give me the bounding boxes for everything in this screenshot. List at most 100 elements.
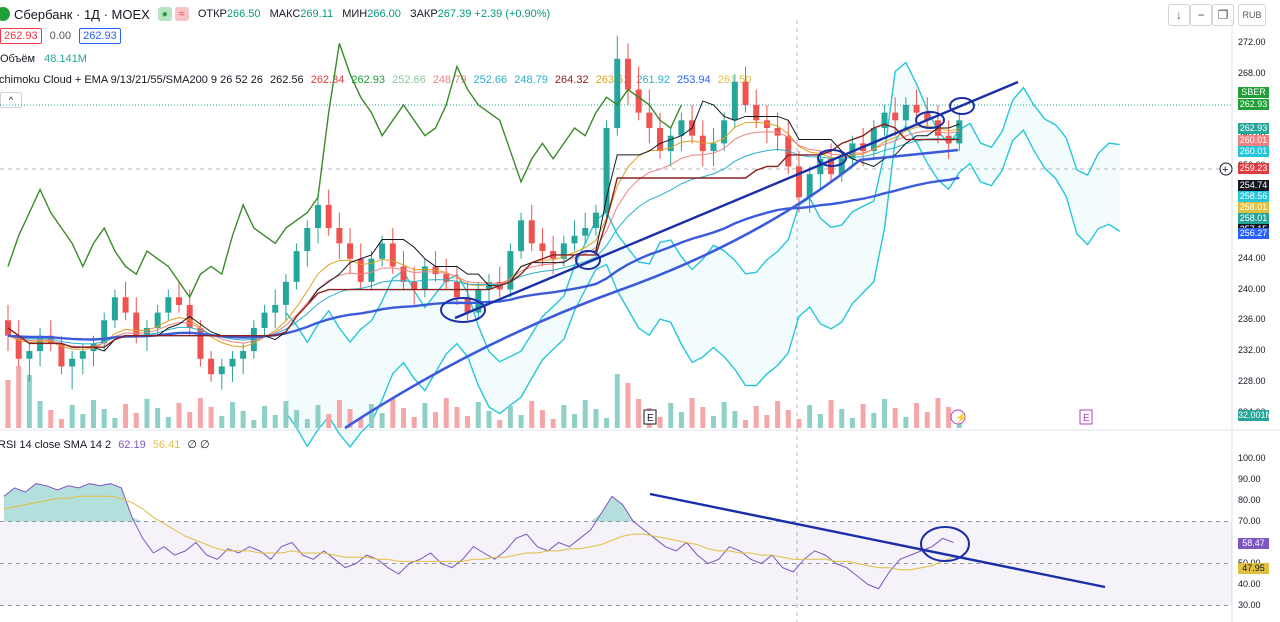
rsi-trendline bbox=[649, 492, 1106, 589]
volume-bar bbox=[828, 400, 834, 428]
volume-bar bbox=[123, 404, 129, 428]
volume-bar bbox=[91, 400, 97, 428]
volume-bar bbox=[529, 401, 535, 428]
candle-body bbox=[710, 143, 717, 152]
rsi-tick: 30.00 bbox=[1238, 599, 1261, 610]
volume-bar bbox=[871, 413, 877, 428]
restore-button[interactable]: ❐ bbox=[1212, 4, 1234, 26]
price-tag: 260.01 bbox=[1238, 135, 1269, 146]
volume-bar bbox=[849, 418, 855, 428]
rsi-tag: 47.95 bbox=[1238, 563, 1269, 574]
volume-bar bbox=[657, 417, 663, 428]
price-tag: 260.01 bbox=[1238, 146, 1269, 157]
rsi-legend[interactable]: RSI 14 close SMA 14 2 62.19 56.41 ∅ ∅ bbox=[0, 439, 210, 451]
price-tick: 236.00 bbox=[1238, 314, 1266, 325]
symbol-title[interactable]: Сбербанк · 1Д · MOEX bbox=[14, 6, 150, 22]
highlight-ellipse bbox=[949, 97, 975, 115]
volume-bar bbox=[785, 410, 791, 428]
collapse-legend-button[interactable]: ^ bbox=[0, 92, 22, 108]
volume-bar bbox=[700, 407, 706, 428]
split-marker-glyph: ⚡ bbox=[955, 411, 967, 424]
candle-body bbox=[881, 112, 888, 128]
candle-body bbox=[79, 351, 86, 359]
volume-bar bbox=[336, 400, 342, 428]
delay-icon: ≈ bbox=[174, 7, 189, 21]
indicator-legend[interactable]: Ichimoku Cloud + EMA 9/13/21/55/SMA200 9… bbox=[0, 74, 752, 86]
volume-bar bbox=[561, 405, 567, 428]
candle-body bbox=[913, 104, 920, 113]
price-tag: 259.23 bbox=[1238, 163, 1269, 174]
candle-body bbox=[368, 258, 375, 282]
candle-body bbox=[614, 58, 621, 129]
user-drawings: E E ⚡ + bbox=[344, 80, 1233, 589]
volume-bar bbox=[187, 412, 193, 428]
candle-body bbox=[635, 89, 642, 113]
minimize-button[interactable]: − bbox=[1190, 4, 1212, 26]
volume-bar bbox=[400, 408, 406, 428]
volume-bar bbox=[326, 414, 332, 428]
buy-button[interactable]: 262.93 bbox=[79, 28, 121, 44]
candle-body bbox=[325, 204, 332, 228]
volume-bar bbox=[914, 403, 920, 428]
ichimoku-cloud bbox=[285, 61, 1121, 449]
volume-bar bbox=[80, 414, 86, 428]
volume-bar bbox=[379, 413, 385, 428]
volume-bar bbox=[946, 407, 952, 428]
volume-bar bbox=[604, 418, 610, 428]
price-tag: 256.27 bbox=[1238, 228, 1269, 239]
currency-button[interactable]: RUB bbox=[1238, 4, 1266, 26]
candle-body bbox=[58, 343, 65, 367]
candle-body bbox=[571, 235, 578, 244]
indicator-value: 248.79 bbox=[511, 74, 548, 86]
volume-bar bbox=[614, 374, 620, 428]
volume-bar bbox=[796, 419, 802, 428]
rsi-tick: 100.00 bbox=[1238, 452, 1266, 463]
volume-bar bbox=[710, 416, 716, 428]
price-tag: SBER bbox=[1238, 87, 1269, 98]
volume-bar bbox=[304, 419, 310, 428]
volume-bar bbox=[817, 414, 823, 428]
earnings-marker-label: E bbox=[647, 413, 654, 424]
indicator-value: 252.66 bbox=[470, 74, 508, 86]
price-tick: 244.00 bbox=[1238, 252, 1266, 263]
volume-legend[interactable]: Объём 48.141M bbox=[0, 53, 87, 65]
volume-bar bbox=[390, 399, 396, 428]
volume-bar bbox=[732, 411, 738, 428]
candle-body bbox=[507, 251, 514, 290]
volume-bar bbox=[454, 407, 460, 428]
sell-button[interactable]: 262.93 bbox=[0, 28, 42, 44]
volume-bar bbox=[924, 412, 930, 428]
add-alert-icon bbox=[1219, 162, 1233, 176]
volume-bar bbox=[572, 414, 578, 428]
volume-bar bbox=[176, 403, 182, 428]
candle-body bbox=[282, 281, 289, 305]
candle-body bbox=[870, 128, 877, 152]
volume-bar bbox=[881, 399, 887, 428]
volume-bar bbox=[208, 407, 214, 428]
candle-body bbox=[261, 312, 268, 328]
volume-bar bbox=[133, 413, 139, 428]
split-marker-icon bbox=[950, 409, 966, 425]
indicator-value: 261.92 bbox=[633, 74, 670, 86]
candle-body bbox=[218, 366, 225, 375]
candle-body bbox=[721, 120, 728, 144]
volume-bar bbox=[5, 380, 11, 428]
volume-bar bbox=[753, 406, 759, 428]
chikou-line bbox=[7, 43, 683, 299]
volume-bar bbox=[550, 419, 556, 428]
candle-body bbox=[518, 220, 525, 252]
candle-body bbox=[646, 112, 653, 128]
senkou-b-line bbox=[285, 124, 1121, 449]
volume-bar bbox=[69, 405, 75, 428]
down-arrow-button[interactable]: ↓ bbox=[1168, 4, 1190, 26]
volume-bar bbox=[368, 404, 374, 428]
price-tick: 232.00 bbox=[1238, 345, 1266, 356]
candle-body bbox=[347, 243, 354, 259]
candle-body bbox=[69, 358, 76, 367]
candle-body bbox=[26, 351, 33, 359]
volume-bar bbox=[807, 405, 813, 428]
indicator-value: 252.66 bbox=[389, 74, 426, 86]
trendline-lower bbox=[344, 148, 959, 430]
price-tick: 268.00 bbox=[1238, 68, 1266, 79]
